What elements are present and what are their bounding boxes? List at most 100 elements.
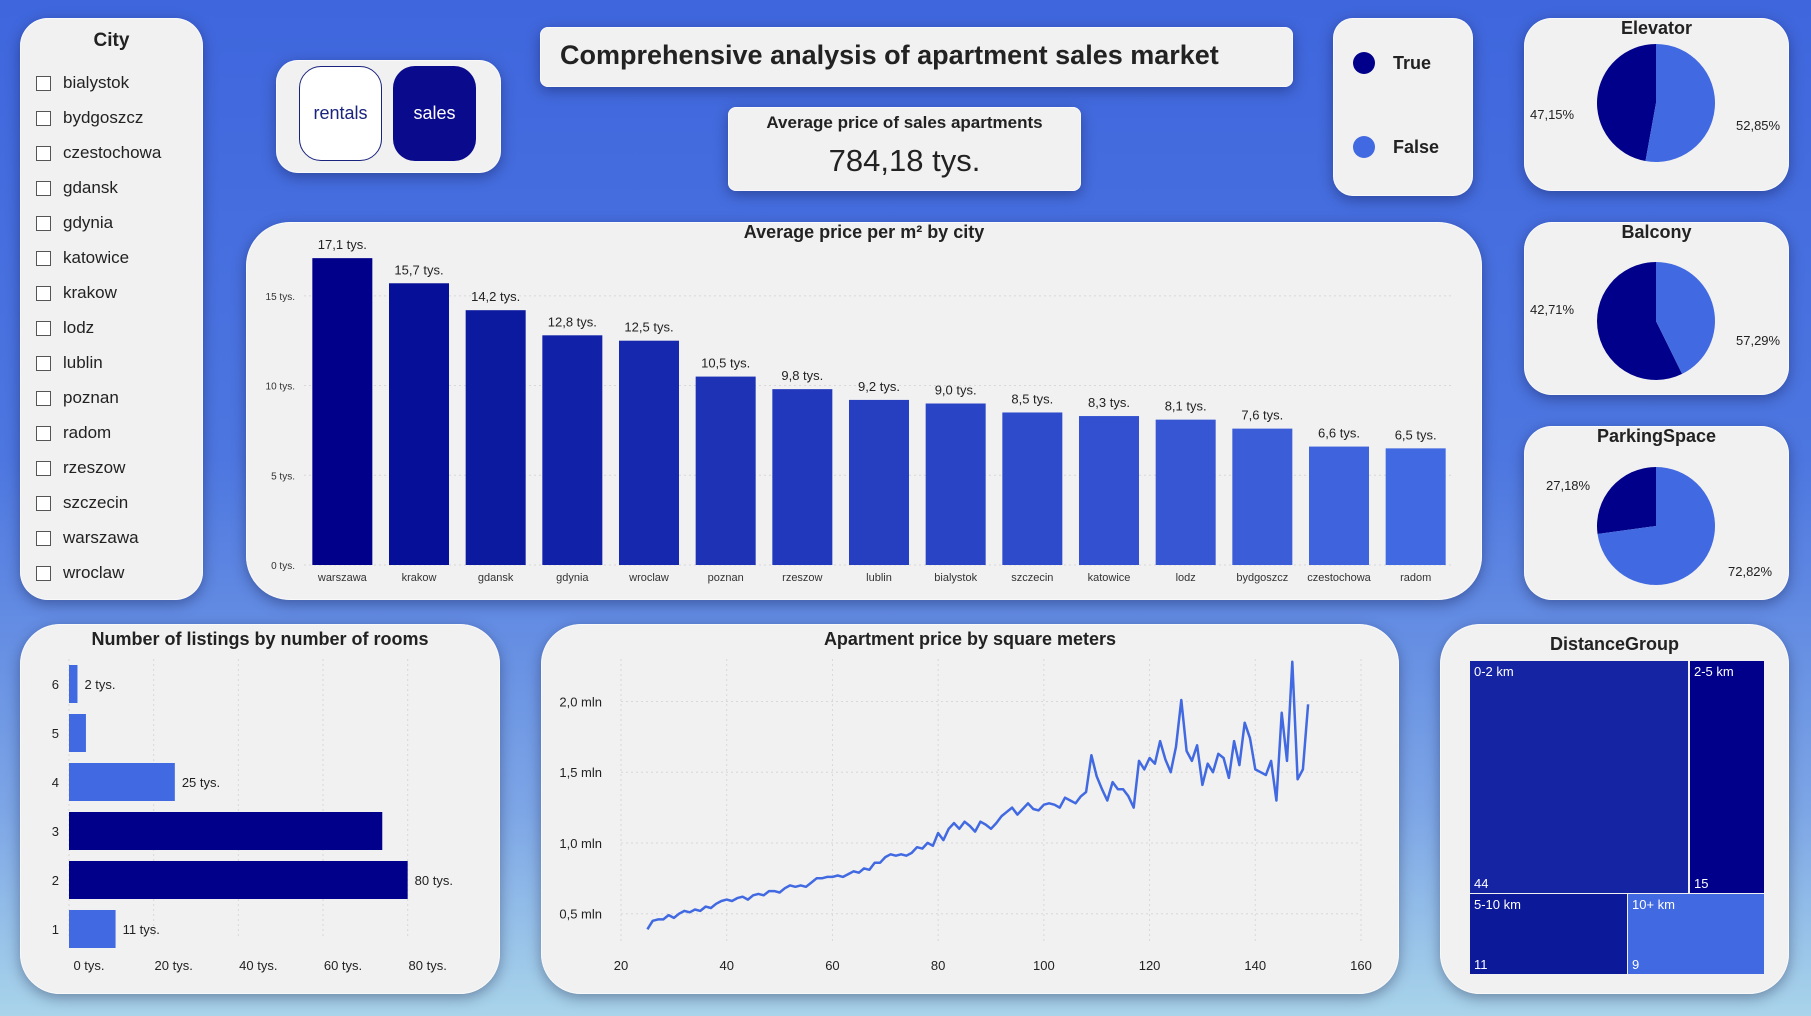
city-option-wroclaw[interactable]: wroclaw [36,563,124,583]
city-option-label: bialystok [63,73,130,92]
bar-value-label: 9,2 tys. [858,379,900,394]
city-option-szczecin[interactable]: szczecin [36,493,128,513]
bar-value-label: 8,5 tys. [1011,391,1053,406]
rooms-value-label: 25 tys. [182,775,220,790]
city-option-katowice[interactable]: katowice [36,248,129,268]
legend-item-true[interactable]: True [1353,52,1431,74]
bar-ytick-label: 10 tys. [266,382,295,393]
line-ytick-label: 1,0 mln [559,836,602,851]
bar-wroclaw [619,340,679,565]
city-option-label: lodz [63,318,95,337]
treemap-tile[interactable]: 5-10 km 11 [1470,894,1627,974]
bar-value-label: 15,7 tys. [394,262,443,277]
elevator-pie-card: Elevator 47,15% 52,85% [1524,18,1789,191]
price-by-area-chart: 0,5 mln 1,0 mln 1,5 mln 2,0 mln 20 40 60 80 100 1… [559,659,1372,973]
rooms-card: Number of listings by number of rooms 0 … [20,624,500,994]
rooms-value-label: 11 tys. [123,922,160,937]
city-checkbox[interactable] [36,75,51,91]
bar-lodz [1155,419,1216,565]
treemap-tile-value: 44 [1474,876,1489,891]
city-option-czestochowa[interactable]: czestochowa [36,143,161,163]
bar-warszawa [312,258,373,565]
city-option-label: rzeszow [63,458,126,477]
bar-ytick-label: 15 tys. [266,292,295,303]
bar-category-label: gdynia [556,572,589,584]
city-checkbox[interactable] [36,110,51,126]
distance-group-title: DistanceGroup [1549,634,1680,654]
city-option-rzeszow[interactable]: rzeszow [36,458,125,478]
parking-true-pct: 27,18% [1546,478,1591,493]
city-option-label: krakow [63,283,117,302]
price-per-m2-chart: 0 tys. 5 tys. 10 tys. 15 tys. 17,1 tys. warsz… [266,237,1454,584]
rooms-xtick-label: 0 tys. [73,958,104,973]
city-option-gdansk[interactable]: gdansk [36,178,118,198]
rooms-bar-6 [69,665,78,703]
city-checkbox[interactable] [36,390,51,406]
city-option-label: warszawa [63,528,139,547]
line-xtick-label: 40 [719,958,733,973]
line-xtick-label: 160 [1350,958,1372,973]
rooms-chart-title: Number of listings by number of rooms [91,629,429,649]
city-checkbox[interactable] [36,495,51,511]
legend-item-false[interactable]: False [1353,136,1439,158]
rentals-button[interactable]: rentals [299,66,382,161]
city-checkbox[interactable] [36,250,51,266]
bar-ytick-label: 0 tys. [271,561,295,572]
price-by-area-card: Apartment price by square meters 0,5 mln… [541,624,1399,994]
page-title: Comprehensive analysis of apartment sale… [560,40,1219,70]
rooms-bar-5 [69,714,86,752]
rooms-bar-4 [69,763,175,801]
city-checkbox[interactable] [36,180,51,196]
legend-false-marker [1353,136,1375,158]
city-checkbox[interactable] [36,355,51,371]
legend-true-marker [1353,52,1375,74]
city-checkbox[interactable] [36,285,51,301]
treemap-tile[interactable]: 0-2 km 44 [1470,661,1688,893]
distance-group-card: DistanceGroup 0-2 km 44 2-5 km 15 5-10 km 11 1… [1440,624,1789,994]
city-option-poznan[interactable]: poznan [36,388,119,408]
treemap-tile[interactable]: 10+ km 9 [1628,894,1764,974]
city-option-lodz[interactable]: lodz [36,318,94,338]
pie-slice-true [1597,262,1683,380]
city-option-bydgoszcz[interactable]: bydgoszcz [36,108,143,128]
city-option-label: lublin [63,353,103,372]
city-option-krakow[interactable]: krakow [36,283,117,303]
average-price-label: Average price of sales apartments [766,113,1043,132]
city-checkbox[interactable] [36,320,51,336]
bar-value-label: 10,5 tys. [701,356,750,371]
city-checkbox[interactable] [36,460,51,476]
city-option-warszawa[interactable]: warszawa [36,528,139,548]
balcony-pie-chart [1597,262,1715,380]
market-toggle: rentals sales [276,60,501,173]
bar-gdansk [465,310,526,565]
line-xtick-label: 80 [931,958,945,973]
sales-button[interactable]: sales [393,66,476,161]
balcony-pie-card: Balcony 57,29% 42,71% [1524,222,1789,395]
city-option-label: czestochowa [63,143,162,162]
city-checkbox[interactable] [36,565,51,581]
line-xtick-label: 100 [1033,958,1055,973]
bar-category-label: rzeszow [782,572,822,584]
city-option-label: poznan [63,388,119,407]
rooms-bar-3 [69,812,383,850]
city-option-bialystok[interactable]: bialystok [36,73,129,93]
city-option-gdynia[interactable]: gdynia [36,213,113,233]
city-slicer-title: City [93,30,130,51]
treemap-tile[interactable]: 2-5 km 15 [1690,661,1764,893]
city-option-radom[interactable]: radom [36,423,111,443]
city-option-label: bydgoszcz [63,108,144,127]
line-xtick-label: 140 [1244,958,1266,973]
city-option-lublin[interactable]: lublin [36,353,103,373]
rooms-value-label: 80 tys. [415,873,453,888]
bar-katowice [1079,416,1139,565]
bar-bialystok [925,403,986,565]
rooms-category-label: 3 [52,824,59,839]
rooms-bar-1 [69,910,116,948]
city-checkbox[interactable] [36,425,51,441]
average-price-card: Average price of sales apartments 784,18… [728,107,1081,191]
city-checkbox[interactable] [36,215,51,231]
city-checkbox[interactable] [36,530,51,546]
bar-ytick-label: 5 tys. [271,471,295,482]
city-checkbox[interactable] [36,145,51,161]
price-by-area-title: Apartment price by square meters [823,629,1117,649]
